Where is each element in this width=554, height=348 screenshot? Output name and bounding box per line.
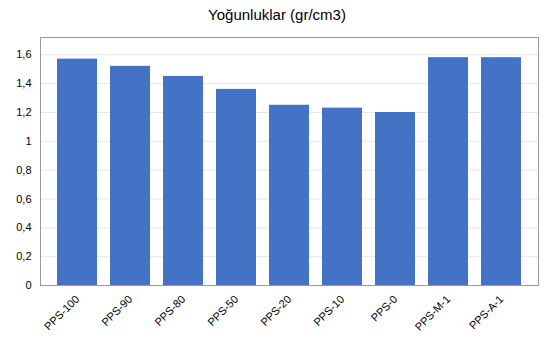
svg-text:PPS-50: PPS-50 <box>205 293 240 328</box>
svg-text:PPS-A-1: PPS-A-1 <box>467 293 506 332</box>
svg-text:1,2: 1,2 <box>16 106 31 118</box>
svg-text:PPS-20: PPS-20 <box>258 293 293 328</box>
html-text:Yoğunluklar (gr/cm3): Yoğunluklar (gr/cm3) <box>208 6 346 23</box>
svg-text:PPS-80: PPS-80 <box>152 293 187 328</box>
svg-text:PPS-0: PPS-0 <box>368 293 399 324</box>
svg-text:1,6: 1,6 <box>16 48 31 60</box>
svg-text:1: 1 <box>25 135 31 147</box>
svg-text:0,2: 0,2 <box>16 250 31 262</box>
svg-text:PPS-100: PPS-100 <box>42 293 82 333</box>
svg-text:0,8: 0,8 <box>16 164 31 176</box>
svg-text:PPS-90: PPS-90 <box>99 293 134 328</box>
svg-text:0: 0 <box>25 279 31 291</box>
svg-text:1,4: 1,4 <box>16 77 31 89</box>
svg-text:PPS-M-1: PPS-M-1 <box>412 293 452 333</box>
svg-text:PPS-10: PPS-10 <box>311 293 346 328</box>
svg-text:0,4: 0,4 <box>16 221 31 233</box>
svg-text:0,6: 0,6 <box>16 193 31 205</box>
